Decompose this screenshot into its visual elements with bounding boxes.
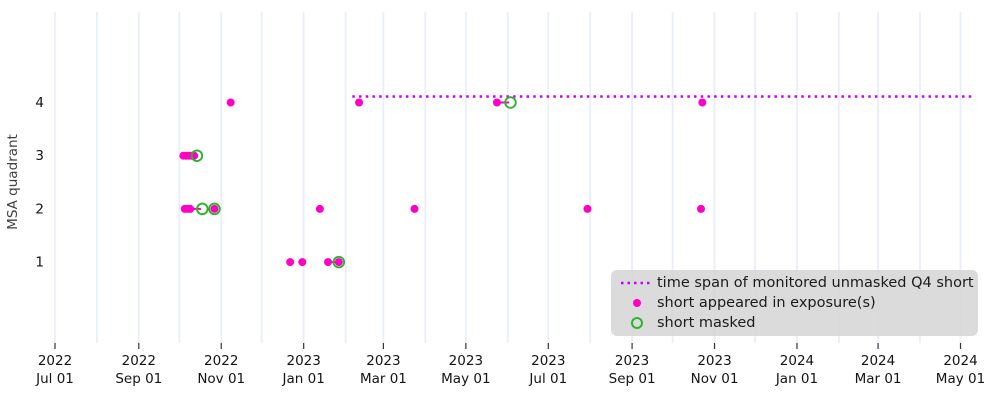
appeared-point [315, 204, 324, 213]
open-circle-icon [619, 317, 655, 329]
x-tick-label: 2024 May 01 [936, 353, 985, 387]
appeared-point [334, 258, 343, 267]
x-tick-label: 2024 Mar 01 [855, 353, 902, 387]
x-tick-label: 2023 Jul 01 [528, 353, 567, 387]
green-open-circle [631, 317, 643, 329]
y-tick-label: 4 [35, 95, 44, 111]
magenta-dot [633, 299, 641, 307]
x-tick-day: May 01 [936, 371, 985, 387]
legend-entry-span-line: time span of monitored unmasked Q4 short [611, 273, 978, 293]
appeared-point [324, 258, 333, 267]
appeared-point [298, 258, 307, 267]
x-tick-day: Sep 01 [609, 371, 656, 387]
masked-point [196, 202, 209, 216]
appeared-point [492, 98, 501, 107]
x-tick-day: Jan 01 [282, 371, 325, 387]
appeared-point [583, 204, 592, 213]
appeared-point [410, 204, 419, 213]
filled-dot-icon [619, 299, 655, 307]
x-tick-year: 2022 [204, 353, 238, 369]
x-tick-day: Mar 01 [855, 371, 902, 387]
x-tick-label: 2023 Sep 01 [609, 353, 656, 387]
x-tick-day: Jan 01 [775, 371, 818, 387]
appeared-point [698, 98, 707, 107]
appeared-point [355, 98, 364, 107]
y-tick-label: 3 [35, 148, 44, 164]
x-tick-year: 2023 [531, 353, 565, 369]
x-tick-label: 2023 Nov 01 [691, 353, 739, 387]
x-tick-year: 2024 [780, 353, 814, 369]
x-tick-year: 2023 [286, 353, 320, 369]
masked-point [332, 255, 346, 269]
dotted-line-sample [621, 281, 653, 285]
appeared-point [697, 204, 706, 213]
x-tick-label: 2022 Nov 01 [197, 353, 245, 387]
appeared-point [226, 98, 235, 107]
x-tick-year: 2023 [449, 353, 483, 369]
x-tick-day: Nov 01 [197, 371, 245, 387]
y-tick-label: 2 [35, 201, 44, 217]
x-tick-label: 2022 Jul 01 [35, 353, 74, 387]
x-tick-year: 2023 [615, 353, 649, 369]
legend-entry-appeared: short appeared in exposure(s) [611, 293, 978, 313]
x-tick-day: May 01 [441, 371, 490, 387]
x-tick-year: 2023 [366, 353, 400, 369]
x-tick-day: Jul 01 [528, 371, 567, 387]
masked-point [208, 202, 221, 216]
legend: time span of monitored unmasked Q4 short… [611, 270, 978, 336]
x-tick-day: Mar 01 [360, 371, 407, 387]
legend-label: time span of monitored unmasked Q4 short [657, 274, 974, 291]
x-tick-label: 2022 Sep 01 [115, 353, 162, 387]
masked-point [504, 96, 517, 109]
masked-point [190, 149, 204, 162]
legend-entry-masked: short masked [611, 313, 978, 333]
dotted-line-icon [619, 280, 655, 286]
x-tick-year: 2023 [697, 353, 731, 369]
legend-label: short appeared in exposure(s) [657, 294, 876, 311]
x-tick-label: 2024 Jan 01 [775, 353, 818, 387]
x-tick-day: Sep 01 [115, 371, 162, 387]
legend-label: short masked [657, 314, 756, 331]
x-tick-day: Jul 01 [35, 371, 74, 387]
appeared-point [210, 204, 219, 213]
x-tick-year: 2024 [943, 353, 977, 369]
y-axis-title: MSA quadrant [5, 134, 21, 230]
x-tick-year: 2022 [38, 353, 72, 369]
x-tick-year: 2022 [122, 353, 156, 369]
y-tick-label: 1 [35, 255, 44, 271]
x-tick-day: Nov 01 [691, 371, 739, 387]
x-tick-label: 2023 Mar 01 [360, 353, 407, 387]
x-tick-label: 2023 May 01 [441, 353, 490, 387]
x-tick-year: 2024 [861, 353, 895, 369]
x-tick-label: 2023 Jan 01 [282, 353, 325, 387]
appeared-point [286, 258, 295, 267]
appeared-point [186, 204, 195, 213]
